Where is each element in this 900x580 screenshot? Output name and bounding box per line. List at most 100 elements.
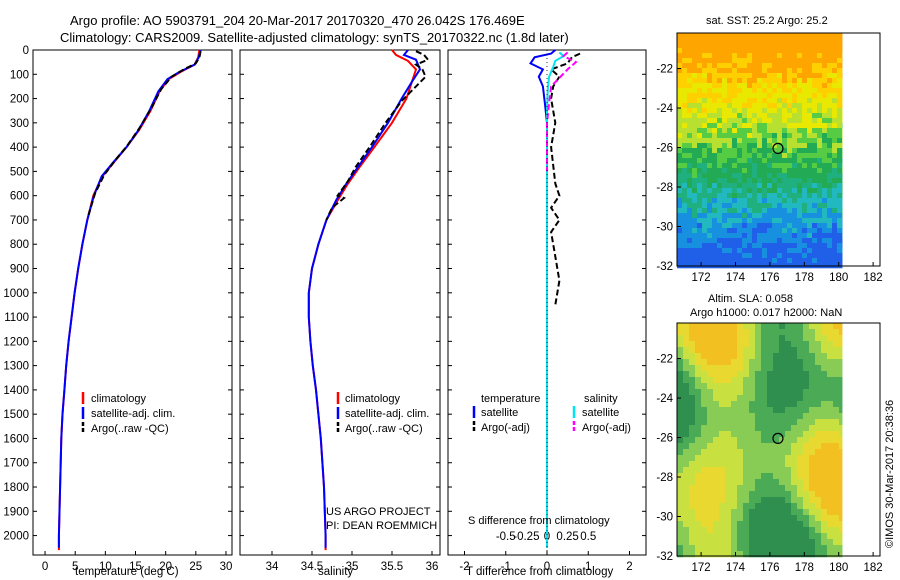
map-cell xyxy=(677,53,683,59)
map-cell xyxy=(762,218,768,224)
map-cell xyxy=(747,123,753,129)
map-cell xyxy=(677,335,684,342)
map-cell xyxy=(682,38,688,44)
map-cell xyxy=(677,455,684,462)
x-tick-label: 35 xyxy=(346,561,359,573)
sla-map-frame xyxy=(676,322,881,557)
map-cell xyxy=(677,243,683,249)
map-cell xyxy=(822,253,828,259)
map-cell xyxy=(697,73,703,79)
map-cell xyxy=(792,88,798,94)
map-cell xyxy=(817,248,823,254)
map-cell xyxy=(832,248,838,254)
map-cell xyxy=(692,118,698,124)
map-cell xyxy=(737,38,743,44)
map-cell xyxy=(773,347,780,354)
map-cell xyxy=(677,515,684,522)
map-cell xyxy=(787,33,793,39)
map-cell xyxy=(797,143,803,149)
map-cell xyxy=(702,203,708,209)
map-cell xyxy=(833,329,840,336)
map-cell xyxy=(817,188,823,194)
map-cell xyxy=(702,213,708,219)
map-cell xyxy=(837,243,843,249)
map-cell xyxy=(712,133,718,139)
map-cell xyxy=(761,485,768,492)
map-cell xyxy=(791,347,798,354)
map-cell xyxy=(719,413,726,420)
map-cell xyxy=(727,233,733,239)
map-cell xyxy=(749,461,756,468)
y-tick-label: 600 xyxy=(10,191,29,203)
map-cell xyxy=(727,188,733,194)
map-cell xyxy=(812,33,818,39)
map-cell xyxy=(782,58,788,64)
map-cell xyxy=(689,515,696,522)
map-cell xyxy=(713,323,720,330)
map-cell xyxy=(807,153,813,159)
map-cell xyxy=(839,467,843,474)
map-cell xyxy=(761,479,768,486)
map-cell xyxy=(757,73,763,79)
map-cell xyxy=(822,108,828,114)
map-cell xyxy=(807,258,813,264)
map-cell xyxy=(701,359,708,366)
map-cell xyxy=(737,203,743,209)
map-x-tick-label: 180 xyxy=(829,562,848,574)
map-cell xyxy=(677,491,684,498)
map-cell xyxy=(682,73,688,79)
map-cell xyxy=(727,243,733,249)
map-cell xyxy=(732,198,738,204)
temperature-series xyxy=(57,49,202,551)
map-cell xyxy=(762,163,768,169)
map-cell xyxy=(791,485,798,492)
map-cell xyxy=(687,203,693,209)
map-cell xyxy=(772,148,778,154)
x-tick-label: 2 xyxy=(626,561,632,573)
map-cell xyxy=(749,467,756,474)
map-cell xyxy=(827,347,834,354)
map-cell xyxy=(737,108,743,114)
map-cell xyxy=(772,78,778,84)
map-cell xyxy=(832,243,838,249)
map-cell xyxy=(827,253,833,259)
map-cell xyxy=(767,473,774,480)
series-line-t-satellite xyxy=(529,49,556,548)
map-cell xyxy=(762,153,768,159)
map-cell xyxy=(772,113,778,119)
map-cell xyxy=(827,329,834,336)
map-cell xyxy=(837,58,843,64)
map-cell xyxy=(749,449,756,456)
map-cell xyxy=(817,148,823,154)
map-cell xyxy=(761,365,768,372)
map-cell xyxy=(692,48,698,54)
map-cell xyxy=(677,497,684,504)
map-cell xyxy=(749,539,756,546)
map-cell xyxy=(702,78,708,84)
map-cell xyxy=(807,73,813,79)
map-cell xyxy=(767,253,773,259)
map-cell xyxy=(772,188,778,194)
map-cell xyxy=(837,53,843,59)
map-cell xyxy=(731,455,738,462)
map-cell xyxy=(719,551,726,558)
map-cell xyxy=(785,383,792,390)
map-cell xyxy=(725,485,732,492)
map-cell xyxy=(812,123,818,129)
map-cell xyxy=(802,133,808,139)
map-cell xyxy=(779,425,786,432)
map-cell xyxy=(725,407,732,414)
map-cell xyxy=(822,258,828,264)
map-cell xyxy=(803,485,810,492)
map-cell xyxy=(683,335,690,342)
map-cell xyxy=(727,193,733,199)
map-cell xyxy=(707,533,714,540)
map-cell xyxy=(782,178,788,184)
map-cell xyxy=(737,485,744,492)
map-cell xyxy=(807,248,813,254)
map-cell xyxy=(822,143,828,149)
map-cell xyxy=(717,118,723,124)
map-cell xyxy=(712,203,718,209)
map-cell xyxy=(777,68,783,74)
map-cell xyxy=(791,551,798,558)
